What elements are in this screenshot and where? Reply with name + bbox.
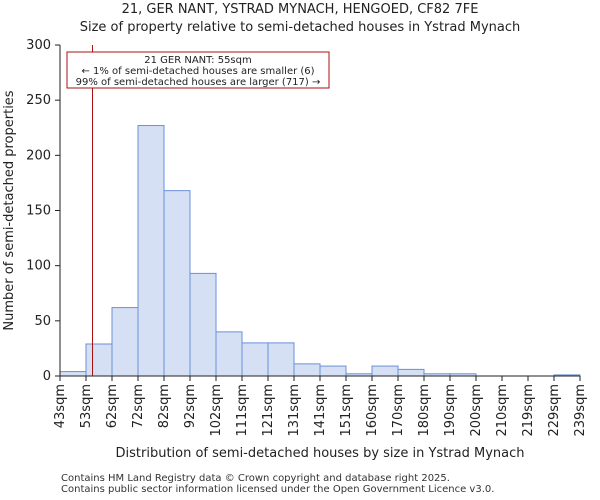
- x-tick-label-12: 160sqm: [365, 384, 380, 437]
- bar-9: [293, 363, 321, 377]
- x-tick-label-9: 131sqm: [287, 384, 302, 437]
- x-tick-label-13: 170sqm: [391, 384, 406, 437]
- footer-licence: Contains public sector information licen…: [61, 484, 495, 495]
- y-tick-label-100: 100: [26, 259, 51, 274]
- x-tick-label-11: 151sqm: [339, 384, 354, 437]
- x-tick-label-14: 180sqm: [417, 384, 432, 437]
- bar-10: [319, 365, 347, 377]
- y-tick-label-50: 50: [34, 314, 51, 329]
- chart-title-address: 21, GER NANT, YSTRAD MYNACH, HENGOED, CF…: [121, 2, 479, 17]
- y-tick-label-300: 300: [26, 38, 51, 53]
- bars-group: [59, 125, 581, 377]
- x-tick-label-20: 239sqm: [573, 384, 588, 437]
- annotation-line-2: ← 1% of semi-detached houses are smaller…: [81, 66, 314, 77]
- x-tick-label-8: 121sqm: [261, 384, 276, 437]
- x-tick-label-19: 229sqm: [547, 384, 562, 437]
- y-ticks-group: 0 50 100 150 200 250 300: [26, 38, 60, 384]
- footer-copyright: Contains HM Land Registry data © Crown c…: [61, 473, 450, 484]
- x-axis-label: Distribution of semi-detached houses by …: [116, 446, 525, 461]
- x-tick-label-2: 62sqm: [105, 384, 120, 428]
- bar-2: [111, 307, 139, 377]
- bar-7: [241, 342, 269, 377]
- x-tick-label-10: 141sqm: [313, 384, 328, 437]
- bar-12: [371, 365, 399, 377]
- y-tick-label-150: 150: [26, 204, 51, 219]
- x-tick-label-18: 219sqm: [521, 384, 536, 437]
- bar-5: [189, 272, 217, 377]
- bar-1: [85, 343, 113, 377]
- annotation-line-1: 21 GER NANT: 55sqm: [144, 55, 251, 66]
- x-tick-label-4: 82sqm: [157, 384, 172, 428]
- x-tick-label-0: 43sqm: [53, 384, 68, 428]
- annotation-box: [66, 51, 330, 89]
- x-tick-label-3: 72sqm: [131, 384, 146, 428]
- x-tick-label-1: 53sqm: [79, 384, 94, 428]
- x-tick-label-5: 92sqm: [183, 384, 198, 428]
- bar-13: [397, 368, 425, 377]
- bar-6: [215, 331, 243, 377]
- y-tick-label-200: 200: [26, 148, 51, 163]
- y-axis-label: Number of semi-detached properties: [2, 90, 17, 330]
- bar-3: [137, 125, 165, 377]
- annotation-line-3: 99% of semi-detached houses are larger (…: [76, 77, 321, 88]
- y-tick-label-250: 250: [26, 93, 51, 108]
- x-tick-label-6: 102sqm: [209, 384, 224, 437]
- bar-4: [163, 190, 191, 377]
- chart-title: Size of property relative to semi-detach…: [79, 20, 521, 35]
- x-tick-label-17: 210sqm: [495, 384, 510, 437]
- x-tick-label-15: 190sqm: [443, 384, 458, 437]
- x-tick-label-7: 111sqm: [235, 384, 250, 437]
- x-ticks-group: 43sqm 53sqm 62sqm 72sqm 82sqm 92sqm 102sqm 111s…: [53, 376, 588, 437]
- y-tick-label-0: 0: [43, 369, 51, 384]
- x-tick-label-16: 200sqm: [469, 384, 484, 437]
- bar-8: [267, 342, 295, 377]
- bar-0: [59, 371, 87, 377]
